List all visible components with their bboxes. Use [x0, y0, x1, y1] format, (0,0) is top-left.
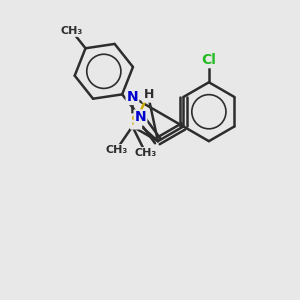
Text: N: N [127, 90, 138, 104]
Text: S: S [131, 115, 141, 128]
Text: CH₃: CH₃ [134, 148, 157, 158]
Text: CH₃: CH₃ [61, 26, 83, 36]
Text: Cl: Cl [202, 53, 216, 67]
Text: S: S [143, 88, 153, 102]
Text: CH₃: CH₃ [105, 145, 127, 155]
Text: N: N [135, 110, 146, 124]
Text: H: H [143, 88, 154, 100]
